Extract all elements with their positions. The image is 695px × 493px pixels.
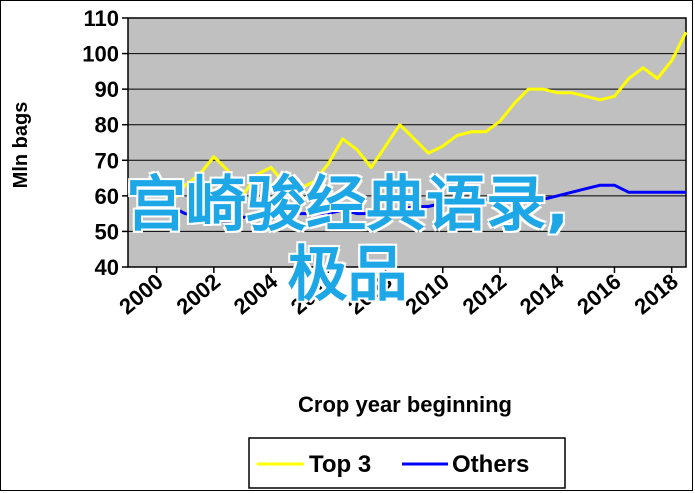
y-tick-label: 100 [82, 42, 119, 67]
y-axis-label: Mln bags [10, 102, 32, 189]
y-tick-label: 60 [95, 184, 119, 209]
x-axis-label: Crop year beginning [298, 392, 512, 417]
legend-label-top3: Top 3 [309, 451, 371, 478]
x-tick-label: 2010 [400, 269, 454, 320]
x-tick-label: 2012 [458, 269, 512, 320]
x-tick-label: 2014 [515, 268, 569, 319]
y-tick-label: 90 [95, 77, 119, 102]
y-tick-label: 50 [95, 219, 119, 244]
legend: Top 3 Others [248, 437, 566, 489]
x-tick-label: 2008 [343, 269, 397, 320]
series [155, 31, 688, 223]
x-tick-label: 2018 [629, 269, 683, 320]
y-tick-label: 110 [84, 6, 120, 31]
x-tick-label: 2016 [572, 269, 626, 320]
series-line-others [156, 183, 686, 223]
legend-label-others: Others [452, 451, 529, 478]
series-line-top3 [155, 31, 688, 212]
x-tick-label: 2002 [171, 269, 225, 320]
y-tick-label: 70 [95, 148, 119, 173]
x-tick-label: 2006 [286, 269, 340, 320]
y-tick-label: 40 [95, 255, 119, 280]
y-tick-label: 80 [95, 113, 119, 138]
plot-background [127, 17, 687, 268]
x-tick-label: 2004 [229, 268, 283, 319]
plot-area [127, 17, 687, 268]
x-tick-label: 2000 [114, 269, 168, 320]
